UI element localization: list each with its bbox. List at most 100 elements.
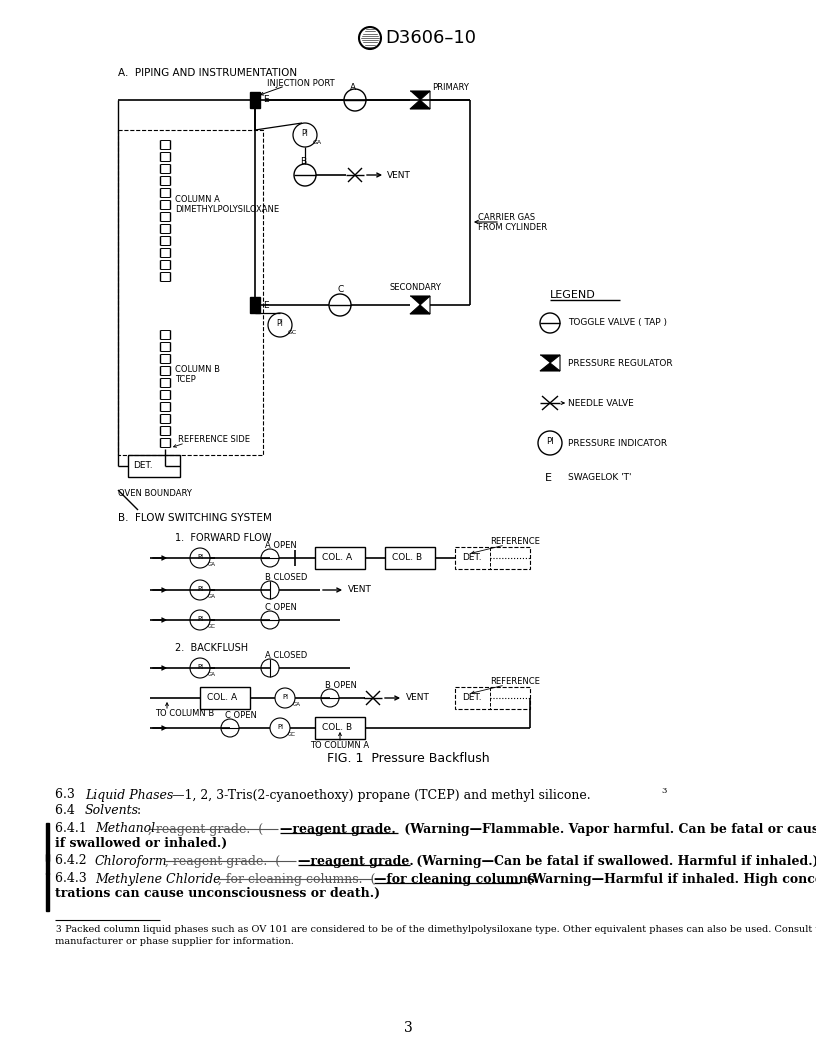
Text: C OPEN: C OPEN xyxy=(225,712,257,720)
Bar xyxy=(250,92,260,108)
Text: C: C xyxy=(338,285,344,295)
Text: GA: GA xyxy=(208,672,216,677)
Text: VENT: VENT xyxy=(387,170,411,180)
Text: Methanol: Methanol xyxy=(95,823,155,835)
Polygon shape xyxy=(410,91,430,109)
Polygon shape xyxy=(420,91,430,109)
Text: —for cleaning columns.: —for cleaning columns. xyxy=(374,872,539,886)
Text: GA: GA xyxy=(313,139,322,145)
Text: COL. B: COL. B xyxy=(392,553,422,563)
Text: TO COLUMN A: TO COLUMN A xyxy=(310,740,370,750)
Bar xyxy=(46,823,49,861)
Bar xyxy=(455,547,530,569)
Text: if swallowed or inhaled.): if swallowed or inhaled.) xyxy=(55,836,227,849)
Text: TO COLUMN B: TO COLUMN B xyxy=(155,709,215,717)
Text: COLUMN B: COLUMN B xyxy=(175,365,220,375)
Polygon shape xyxy=(410,296,430,314)
Text: E: E xyxy=(545,473,552,483)
Text: INJECTION PORT: INJECTION PORT xyxy=(267,79,335,89)
Text: DET.: DET. xyxy=(462,553,481,563)
Text: E: E xyxy=(263,301,268,309)
Text: NEEDLE VALVE: NEEDLE VALVE xyxy=(568,398,634,408)
Text: 3: 3 xyxy=(55,924,60,934)
Text: —1, 2, 3-Tris(2-cyanoethoxy) propane (TCEP) and methyl silicone.: —1, 2, 3-Tris(2-cyanoethoxy) propane (TC… xyxy=(172,789,591,802)
Text: DET.: DET. xyxy=(133,461,153,471)
Bar xyxy=(315,717,365,739)
Text: TCEP: TCEP xyxy=(175,376,196,384)
Text: OVEN BOUNDARY: OVEN BOUNDARY xyxy=(118,489,192,497)
Text: B: B xyxy=(300,156,306,166)
Bar xyxy=(128,455,180,477)
Text: PRESSURE INDICATOR: PRESSURE INDICATOR xyxy=(568,438,667,448)
Text: 6.4.1: 6.4.1 xyxy=(55,823,95,835)
Text: Liquid Phases: Liquid Phases xyxy=(85,789,173,802)
Text: FROM CYLINDER: FROM CYLINDER xyxy=(478,224,547,232)
Text: A CLOSED: A CLOSED xyxy=(265,652,308,660)
Text: 6.4.2: 6.4.2 xyxy=(55,854,95,867)
Text: E: E xyxy=(263,95,268,105)
Text: manufacturer or phase supplier for information.: manufacturer or phase supplier for infor… xyxy=(55,938,294,946)
Bar xyxy=(315,547,365,569)
Text: B CLOSED: B CLOSED xyxy=(265,573,308,583)
Text: DIMETHYLPOLYSILOXANE: DIMETHYLPOLYSILOXANE xyxy=(175,206,279,214)
Text: PI: PI xyxy=(197,554,203,560)
Text: —reagent grade.: —reagent grade. xyxy=(298,854,414,867)
Text: GA: GA xyxy=(208,562,216,566)
Bar xyxy=(250,297,260,313)
Text: CARRIER GAS: CARRIER GAS xyxy=(478,213,535,223)
Text: DET.: DET. xyxy=(462,694,481,702)
Text: COL. B: COL. B xyxy=(322,723,353,733)
Text: D3606–10: D3606–10 xyxy=(385,29,476,48)
Polygon shape xyxy=(540,355,560,371)
Text: PI: PI xyxy=(302,130,308,138)
Text: GA: GA xyxy=(293,701,301,706)
Text: FIG. 1  Pressure Backflush: FIG. 1 Pressure Backflush xyxy=(326,752,490,765)
Text: REFERENCE SIDE: REFERENCE SIDE xyxy=(178,435,250,445)
Polygon shape xyxy=(550,355,560,371)
Text: 2.  BACKFLUSH: 2. BACKFLUSH xyxy=(175,643,248,653)
Text: PI: PI xyxy=(197,664,203,670)
Text: 6.4: 6.4 xyxy=(55,805,83,817)
Text: Chloroform: Chloroform xyxy=(95,854,167,867)
Text: GC: GC xyxy=(208,623,216,628)
Text: , reagent grade.  (: , reagent grade. ( xyxy=(165,854,280,867)
Text: 3: 3 xyxy=(404,1021,412,1035)
Bar xyxy=(200,687,250,709)
Text: PRIMARY: PRIMARY xyxy=(432,83,469,93)
Text: PRESSURE REGULATOR: PRESSURE REGULATOR xyxy=(568,358,672,367)
Text: (Warning—Flammable. Vapor harmful. Can be fatal or cause blindness: (Warning—Flammable. Vapor harmful. Can b… xyxy=(400,823,816,835)
Text: C OPEN: C OPEN xyxy=(265,603,297,612)
Bar xyxy=(46,873,49,911)
Text: —reagent grade.: —reagent grade. xyxy=(280,823,396,835)
Text: B.  FLOW SWITCHING SYSTEM: B. FLOW SWITCHING SYSTEM xyxy=(118,513,272,523)
Text: 1.  FORWARD FLOW: 1. FORWARD FLOW xyxy=(175,533,272,543)
Text: , for cleaning columns.  (: , for cleaning columns. ( xyxy=(218,872,375,886)
Bar xyxy=(455,687,530,709)
Text: (Warning—Harmful if inhaled. High concen-: (Warning—Harmful if inhaled. High concen… xyxy=(522,872,816,886)
Text: B OPEN: B OPEN xyxy=(325,681,357,691)
Text: trations can cause unconsciousness or death.): trations can cause unconsciousness or de… xyxy=(55,886,380,900)
Text: COL. A: COL. A xyxy=(322,553,353,563)
Text: GC: GC xyxy=(288,732,296,736)
Text: COLUMN A: COLUMN A xyxy=(175,195,220,205)
Text: (Warning—Can be fatal if swallowed. Harmful if inhaled.): (Warning—Can be fatal if swallowed. Harm… xyxy=(412,854,816,867)
Text: PI: PI xyxy=(282,694,288,700)
Text: , reagent grade.  (: , reagent grade. ( xyxy=(148,823,264,835)
Text: A OPEN: A OPEN xyxy=(265,542,297,550)
Text: PI: PI xyxy=(277,320,283,328)
Text: :: : xyxy=(137,805,141,817)
Bar xyxy=(385,547,435,569)
Text: LEGEND: LEGEND xyxy=(550,290,596,300)
Text: GC: GC xyxy=(288,329,297,335)
Text: VENT: VENT xyxy=(406,694,430,702)
Text: Solvents: Solvents xyxy=(85,805,139,817)
Text: PI: PI xyxy=(197,616,203,622)
Text: REFERENCE: REFERENCE xyxy=(490,677,540,685)
Text: 6.3: 6.3 xyxy=(55,789,83,802)
Bar xyxy=(118,130,263,455)
Text: GA: GA xyxy=(208,593,216,599)
Bar xyxy=(46,854,49,874)
Text: PI: PI xyxy=(197,586,203,592)
Text: Methylene Chloride: Methylene Chloride xyxy=(95,872,220,886)
Text: 6.4.3: 6.4.3 xyxy=(55,872,95,886)
